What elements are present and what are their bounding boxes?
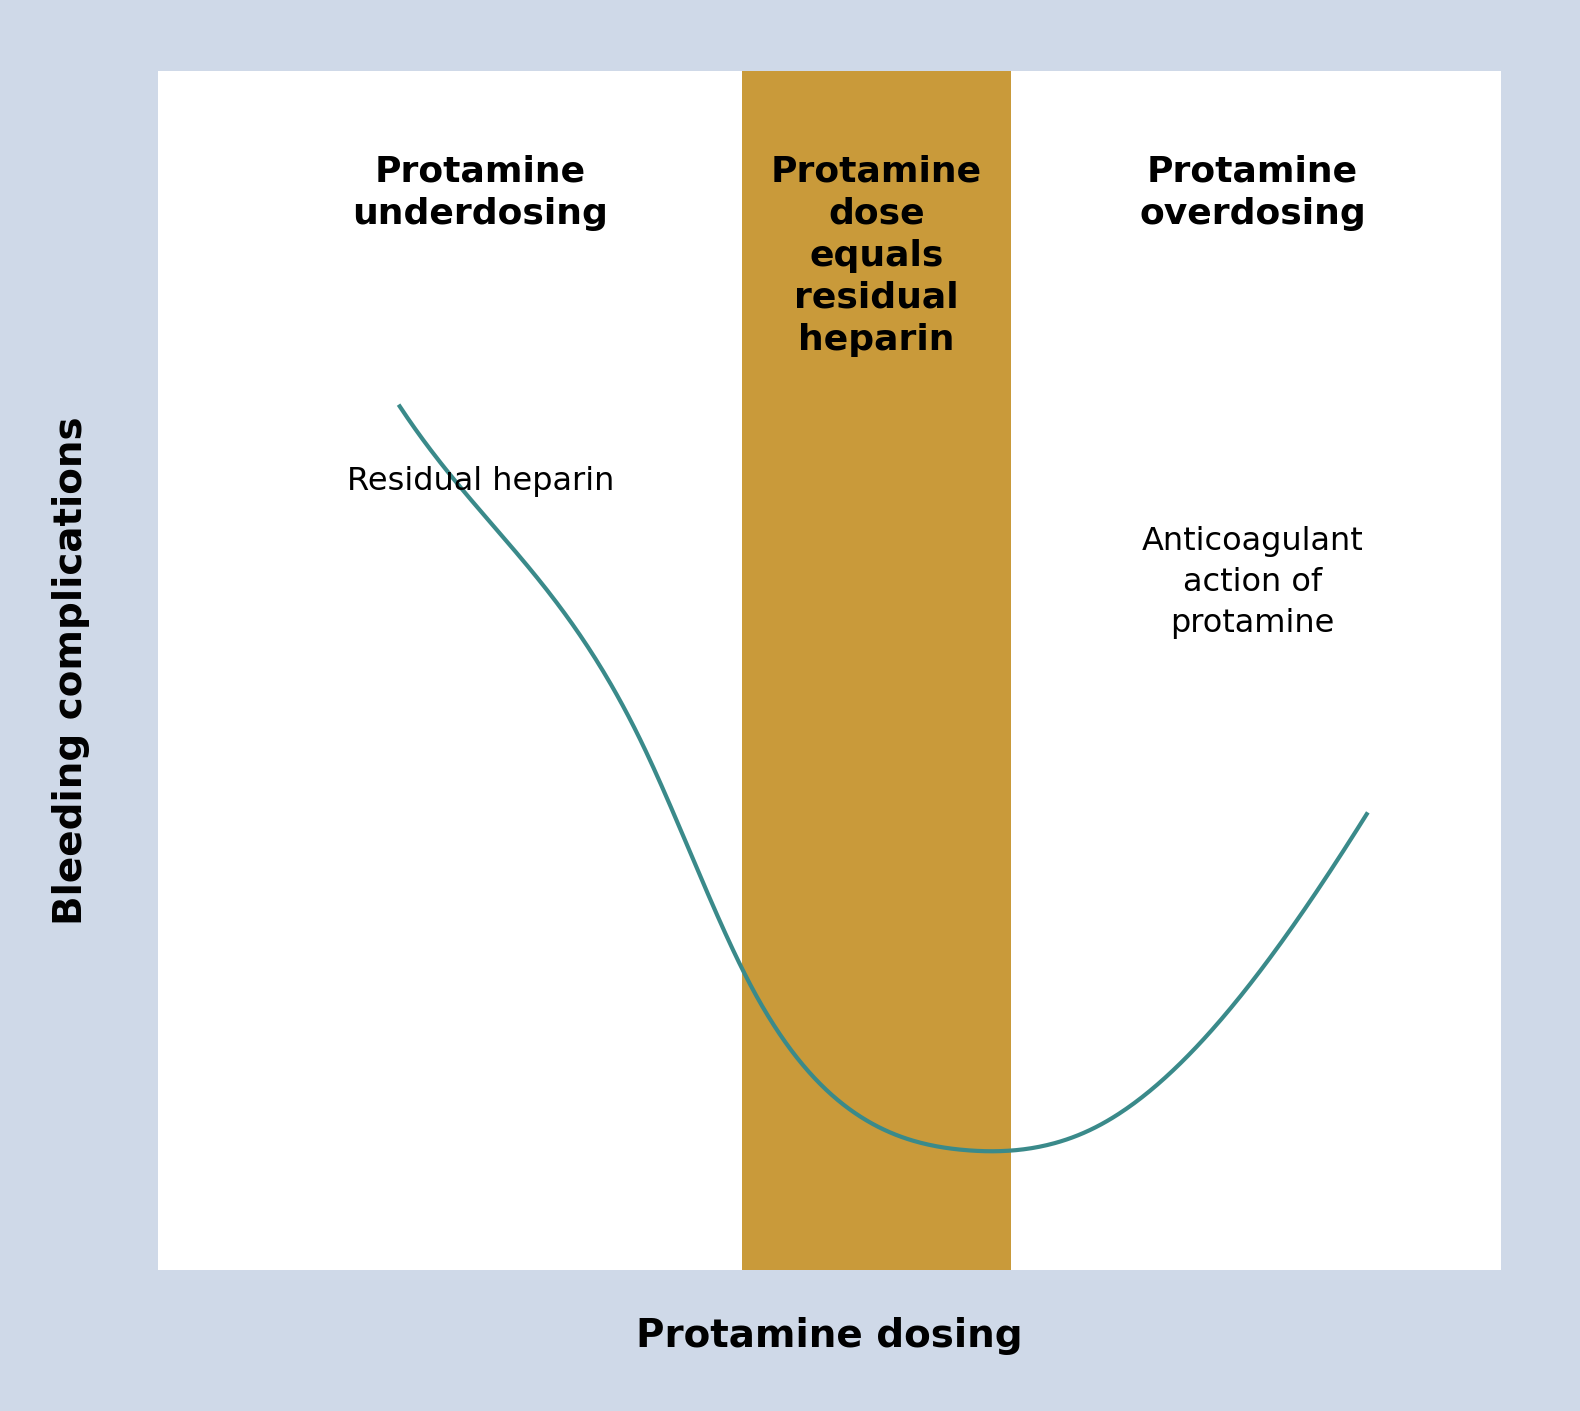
Text: Protamine
underdosing: Protamine underdosing (352, 154, 608, 230)
Text: Bleeding complications: Bleeding complications (52, 416, 90, 924)
Text: Anticoagulant
action of
protamine: Anticoagulant action of protamine (1142, 526, 1364, 639)
Bar (743, 71, 1011, 1270)
Text: Protamine
overdosing: Protamine overdosing (1139, 154, 1367, 230)
Text: Protamine
dose
equals
residual
heparin: Protamine dose equals residual heparin (771, 154, 983, 357)
Text: Residual heparin: Residual heparin (346, 466, 615, 497)
Text: Protamine dosing: Protamine dosing (637, 1316, 1022, 1355)
